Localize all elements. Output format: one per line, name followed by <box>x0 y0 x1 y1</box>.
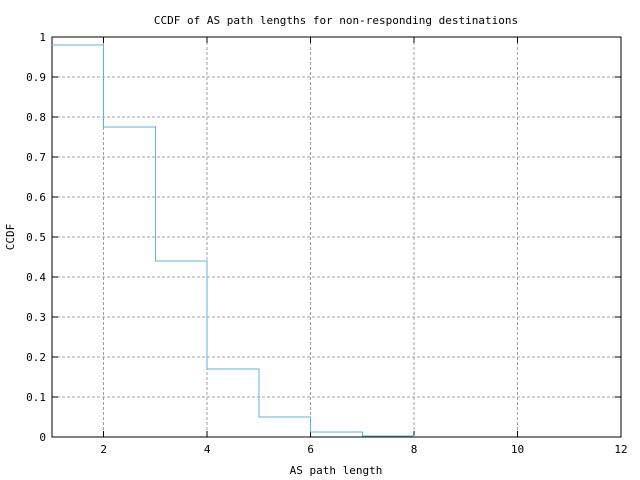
y-tick-label: 0.4 <box>26 271 46 284</box>
y-tick-labels: 0 0.1 0.2 0.3 0.4 0.5 0.6 0.7 0.8 0.9 1 <box>26 31 46 444</box>
ccdf-step-line <box>52 44 415 437</box>
x-tick-label: 8 <box>411 443 418 456</box>
axis-ticks <box>52 36 622 438</box>
y-tick-label: 0 <box>39 431 46 444</box>
y-tick-label: 0.6 <box>26 191 46 204</box>
y-tick-label: 1 <box>39 31 46 44</box>
y-tick-label: 0.7 <box>26 151 46 164</box>
x-tick-label: 4 <box>204 443 211 456</box>
x-tick-label: 12 <box>614 443 627 456</box>
y-tick-label: 0.1 <box>26 391 46 404</box>
x-axis-label: AS path length <box>290 464 383 477</box>
y-tick-label: 0.9 <box>26 71 46 84</box>
y-tick-label: 0.5 <box>26 231 46 244</box>
y-tick-label: 0.3 <box>26 311 46 324</box>
x-tick-label: 6 <box>307 443 314 456</box>
y-axis-label: CCDF <box>4 224 17 251</box>
y-tick-label: 0.2 <box>26 351 46 364</box>
chart-title: CCDF of AS path lengths for non-respondi… <box>154 14 518 27</box>
x-tick-label: 10 <box>511 443 524 456</box>
y-tick-label: 0.8 <box>26 111 46 124</box>
gridlines <box>52 37 621 437</box>
x-tick-label: 2 <box>100 443 107 456</box>
x-tick-labels: 2 4 6 8 10 12 <box>100 443 627 456</box>
